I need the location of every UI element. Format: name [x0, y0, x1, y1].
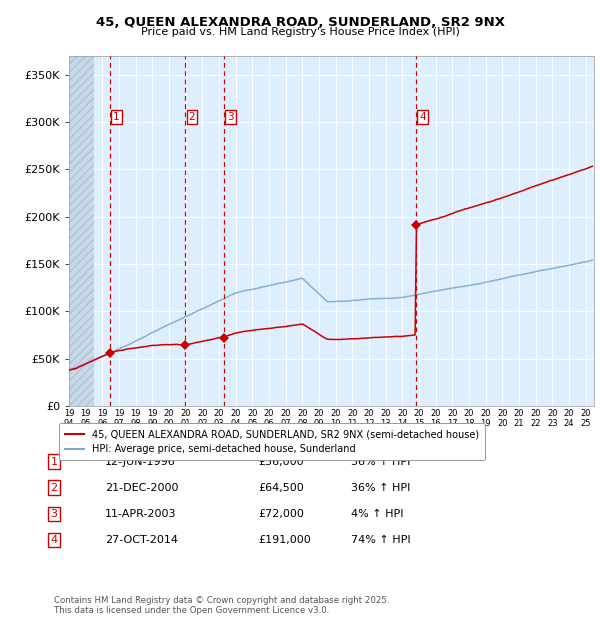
Text: 3: 3 — [227, 112, 233, 122]
Text: 21-DEC-2000: 21-DEC-2000 — [105, 483, 179, 493]
Legend: 45, QUEEN ALEXANDRA ROAD, SUNDERLAND, SR2 9NX (semi-detached house), HPI: Averag: 45, QUEEN ALEXANDRA ROAD, SUNDERLAND, SR… — [59, 423, 485, 460]
Text: Contains HM Land Registry data © Crown copyright and database right 2025.
This d: Contains HM Land Registry data © Crown c… — [54, 596, 389, 615]
Text: 36% ↑ HPI: 36% ↑ HPI — [351, 457, 410, 467]
Bar — [69, 56, 94, 406]
Text: 4% ↑ HPI: 4% ↑ HPI — [351, 509, 404, 519]
Text: 4: 4 — [419, 112, 426, 122]
Text: 3: 3 — [50, 509, 58, 519]
Text: 11-APR-2003: 11-APR-2003 — [105, 509, 176, 519]
Text: 4: 4 — [50, 535, 58, 545]
Text: £64,500: £64,500 — [258, 483, 304, 493]
Text: £191,000: £191,000 — [258, 535, 311, 545]
Text: 1: 1 — [113, 112, 119, 122]
Text: 36% ↑ HPI: 36% ↑ HPI — [351, 483, 410, 493]
Text: 45, QUEEN ALEXANDRA ROAD, SUNDERLAND, SR2 9NX: 45, QUEEN ALEXANDRA ROAD, SUNDERLAND, SR… — [95, 16, 505, 29]
Text: £56,000: £56,000 — [258, 457, 304, 467]
Text: £72,000: £72,000 — [258, 509, 304, 519]
Text: 27-OCT-2014: 27-OCT-2014 — [105, 535, 178, 545]
Text: Price paid vs. HM Land Registry's House Price Index (HPI): Price paid vs. HM Land Registry's House … — [140, 27, 460, 37]
Text: 1: 1 — [50, 457, 58, 467]
Text: 74% ↑ HPI: 74% ↑ HPI — [351, 535, 410, 545]
Text: 2: 2 — [50, 483, 58, 493]
Text: 12-JUN-1996: 12-JUN-1996 — [105, 457, 176, 467]
Text: 2: 2 — [188, 112, 195, 122]
